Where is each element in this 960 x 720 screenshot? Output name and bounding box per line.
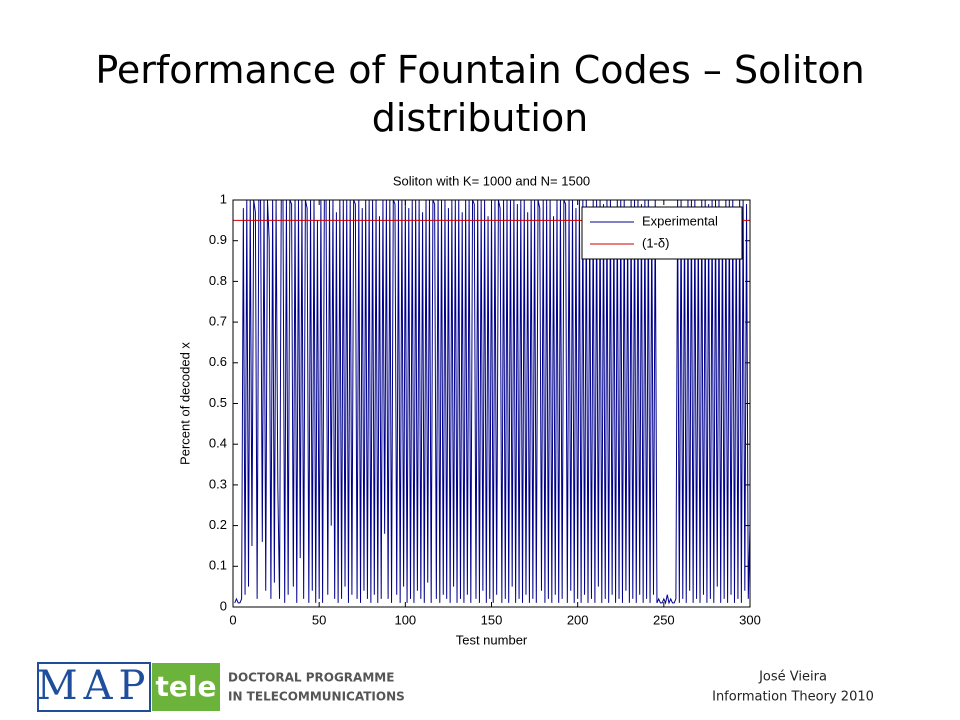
logo-box	[37, 662, 151, 712]
y-tick-label: 0.7	[209, 314, 227, 329]
x-tick-label: 250	[653, 612, 675, 627]
logo-tele-box	[152, 663, 220, 711]
y-tick-label: 1	[220, 191, 227, 206]
author: José Vieira	[758, 670, 827, 685]
logo-map: MAP	[37, 663, 152, 709]
plot-frame	[232, 199, 751, 608]
y-tick-label: 0.1	[209, 558, 227, 573]
legend-label: Experimental	[642, 213, 718, 228]
logo: MAP tele DOCTORAL PROGRAMME IN TELECOMMU…	[37, 662, 405, 712]
y-tick-label: 0	[220, 598, 227, 613]
x-tick-label: 150	[481, 612, 503, 627]
y-axis-label: Percent of decoded x	[177, 342, 192, 465]
y-tick-label: 0.4	[209, 436, 227, 451]
legend-label: (1-δ)	[642, 235, 669, 250]
logo-tele: tele	[156, 670, 217, 703]
course: Information Theory 2010	[712, 690, 874, 705]
legend-box	[581, 206, 743, 260]
x-tick-label: 100	[394, 612, 416, 627]
x-tick-label: 200	[567, 612, 589, 627]
series-line	[234, 199, 751, 605]
x-tick-label: 50	[312, 612, 326, 627]
y-tick-label: 0.6	[209, 354, 227, 369]
y-tick-label: 0.2	[209, 517, 227, 532]
x-axis-label: Test number	[456, 632, 528, 647]
logo-line: DOCTORAL PROGRAMME	[228, 671, 394, 685]
x-tick-label: 300	[739, 612, 761, 627]
y-tick-label: 0.9	[209, 232, 227, 247]
slide-title: Performance of Fountain Codes – Soliton d…	[95, 48, 864, 140]
x-tick-label: 0	[229, 612, 236, 627]
y-tick-label: 0.8	[209, 273, 227, 288]
logo-line: IN TELECOMMUNICATIONS	[228, 690, 405, 704]
y-tick-label: 0.3	[209, 476, 227, 491]
y-tick-label: 0.5	[209, 395, 227, 410]
chart-title: Soliton with K= 1000 and N= 1500	[393, 173, 590, 188]
